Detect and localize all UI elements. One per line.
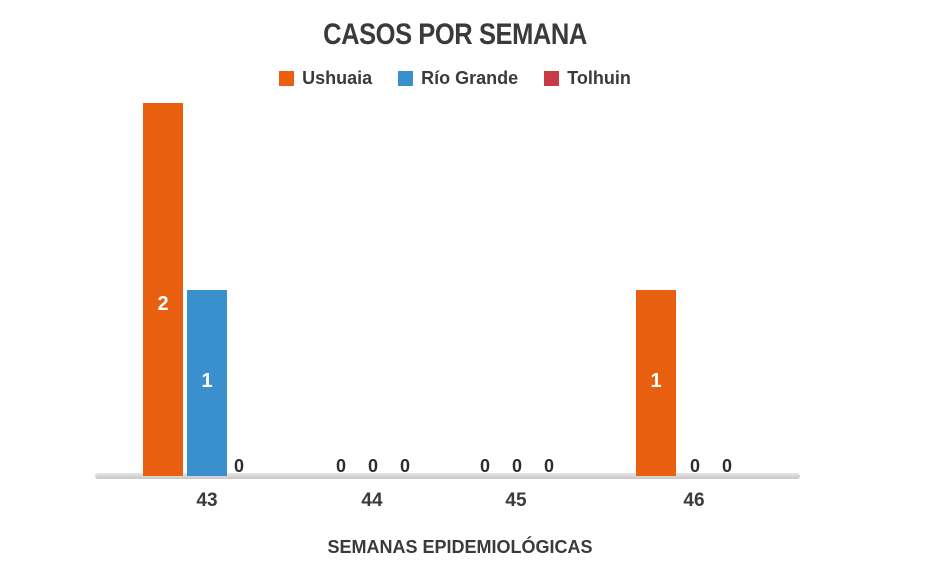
legend-item-rio-grande: Río Grande — [398, 68, 518, 89]
bar-value-label: 0 — [399, 456, 410, 476]
bar-value-label: 0 — [335, 456, 346, 476]
x-axis-line — [95, 473, 800, 479]
legend-swatch-tolhuin — [544, 71, 560, 86]
legend-label: Río Grande — [421, 68, 519, 88]
bar-ushuaia-46: 1 — [636, 290, 676, 476]
x-tick-label: 43 — [196, 490, 218, 511]
bar-rio-grande-43: 1 — [187, 290, 227, 476]
bar-value-label: 1 — [201, 370, 213, 392]
legend-label: Ushuaia — [302, 68, 373, 88]
bar-value-label: 0 — [721, 456, 732, 476]
legend-label: Tolhuin — [567, 68, 631, 88]
bar-value-label: 0 — [233, 456, 244, 476]
legend-swatch-ushuaia — [279, 71, 295, 86]
chart-title: CASOS POR SEMANA — [323, 18, 587, 51]
bar-value-label: 0 — [367, 456, 378, 476]
bar-value-label: 0 — [543, 456, 554, 476]
bar-value-label: 1 — [650, 370, 662, 392]
legend-item-ushuaia: Ushuaia — [279, 68, 372, 89]
bar-value-label: 0 — [479, 456, 490, 476]
x-axis-title: SEMANAS EPIDEMIOLÓGICAS — [327, 537, 593, 557]
bar-value-label: 0 — [511, 456, 522, 476]
bar-value-label: 0 — [689, 456, 700, 476]
legend-item-tolhuin: Tolhuin — [544, 68, 631, 89]
legend: Ushuaia Río Grande Tolhuin — [0, 68, 910, 89]
bar-value-label: 2 — [157, 293, 169, 315]
x-tick-label: 44 — [361, 490, 383, 511]
x-tick-label: 45 — [505, 490, 527, 511]
x-tick-label: 46 — [683, 490, 705, 511]
bar-ushuaia-43: 2 — [143, 103, 183, 476]
legend-swatch-rio-grande — [398, 71, 414, 86]
